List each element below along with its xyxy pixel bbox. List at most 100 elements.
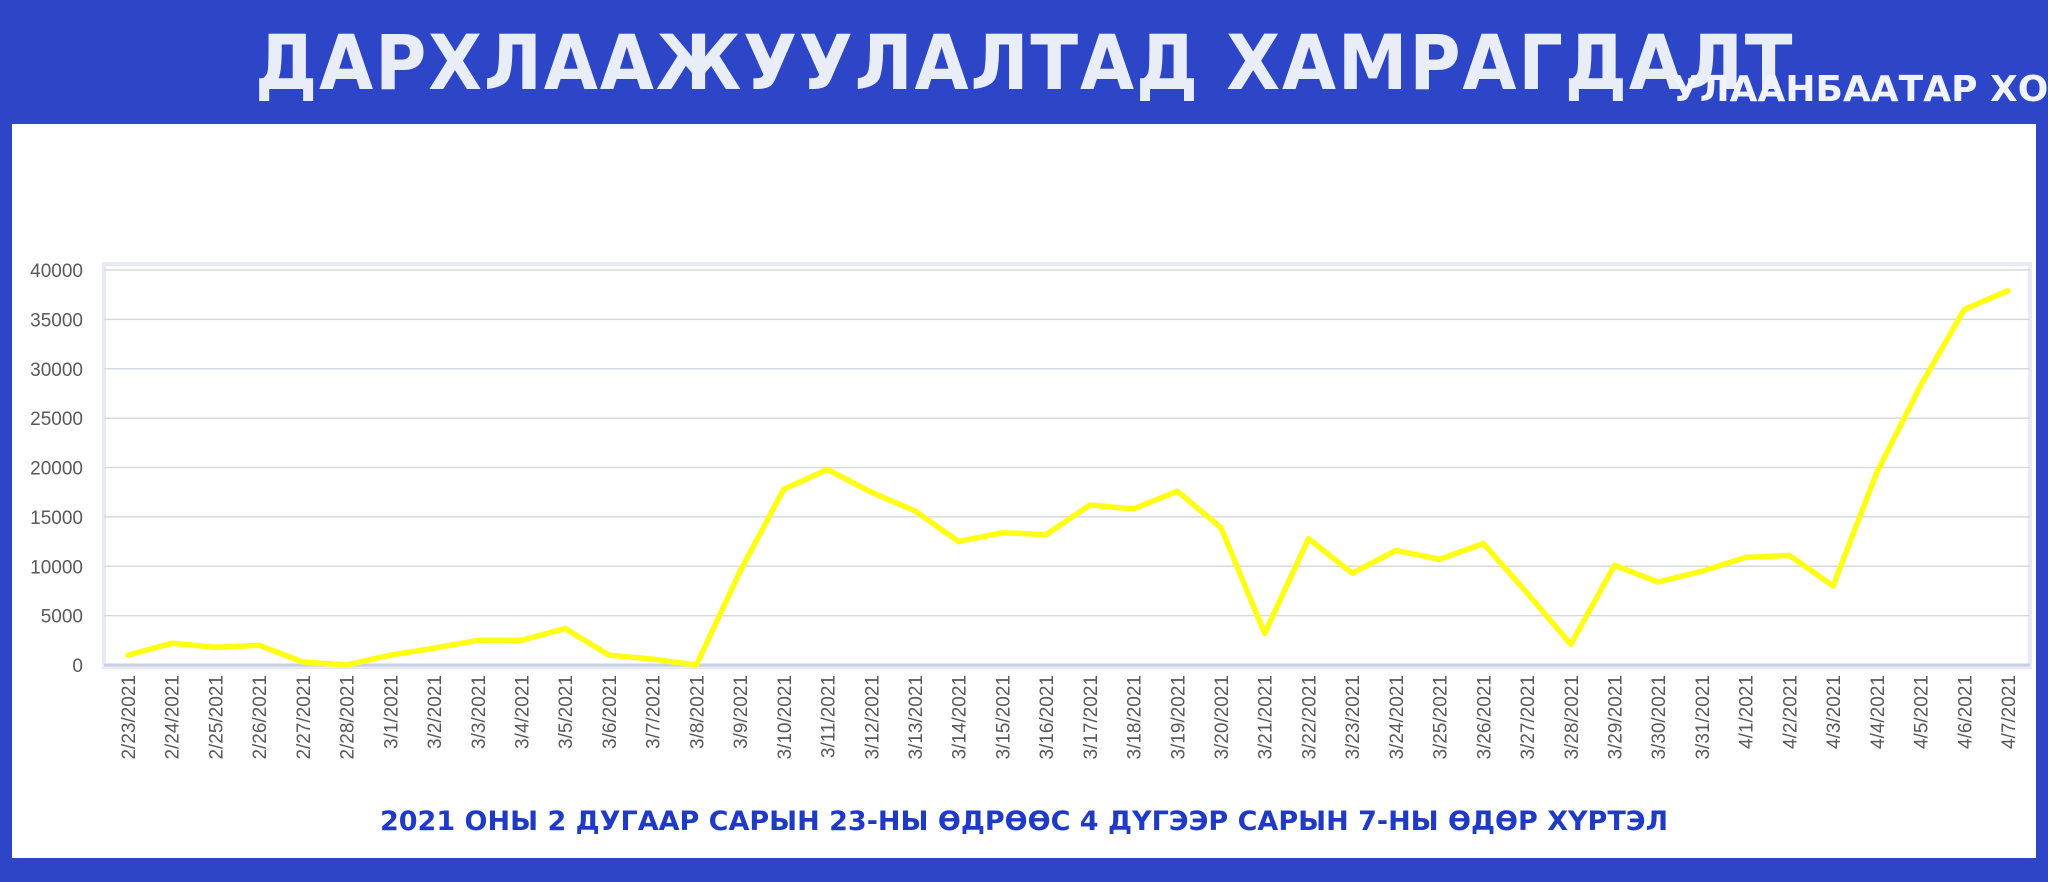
data-point: [300, 659, 306, 665]
x-tick-label: 4/4/2021: [1868, 675, 1889, 749]
data-point: [650, 656, 656, 662]
data-point: [1699, 568, 1705, 574]
data-point: [1568, 641, 1574, 647]
x-tick-label: 3/2/2021: [425, 675, 446, 749]
data-point: [125, 652, 131, 658]
data-point: [212, 644, 218, 650]
x-tick-label: 2/25/2021: [206, 675, 227, 760]
x-tick-label: 3/17/2021: [1081, 675, 1102, 760]
data-point: [956, 539, 962, 545]
data-point: [1655, 579, 1661, 585]
x-tick-label: 2/24/2021: [163, 675, 184, 760]
x-tick-label: 4/7/2021: [1999, 675, 2020, 749]
y-tick-label: 15000: [30, 508, 83, 529]
x-tick-label: 3/12/2021: [862, 675, 883, 760]
x-tick-label: 3/25/2021: [1431, 675, 1452, 760]
y-tick-label: 20000: [30, 459, 83, 480]
data-point: [1131, 506, 1137, 512]
data-point: [1874, 469, 1880, 475]
data-point: [387, 652, 393, 658]
x-tick-label: 4/5/2021: [1912, 675, 1933, 749]
x-tick-label: 3/13/2021: [906, 675, 927, 760]
data-point: [781, 486, 787, 492]
data-point: [518, 637, 525, 643]
plot-area-frame: [102, 262, 2032, 669]
x-tick-label: 3/23/2021: [1343, 675, 1364, 760]
data-point: [1830, 583, 1836, 589]
data-point: [431, 645, 437, 651]
x-tick-label: 3/30/2021: [1649, 675, 1670, 760]
x-tick-label: 4/2/2021: [1780, 675, 1801, 749]
y-tick-label: 10000: [30, 557, 83, 578]
data-point: [1524, 590, 1530, 596]
y-tick-label: 35000: [30, 310, 83, 331]
x-tick-label: 3/7/2021: [644, 675, 665, 749]
data-point: [693, 662, 700, 668]
data-point: [344, 662, 350, 668]
x-tick-label: 3/20/2021: [1212, 675, 1233, 760]
x-tick-label: 3/1/2021: [381, 675, 402, 749]
x-tick-label: 3/9/2021: [731, 675, 752, 749]
y-tick-label: 25000: [30, 409, 83, 430]
x-tick-label: 4/3/2021: [1824, 675, 1845, 749]
y-tick-label: 30000: [30, 360, 83, 381]
x-tick-label: 3/22/2021: [1299, 675, 1320, 760]
x-tick-label: 3/14/2021: [950, 675, 971, 760]
data-point: [1262, 630, 1268, 637]
data-point: [1786, 552, 1792, 559]
x-tick-label: 3/6/2021: [600, 675, 621, 749]
x-tick-label: 3/18/2021: [1125, 675, 1146, 760]
x-tick-label: 3/28/2021: [1562, 675, 1583, 760]
data-point: [256, 642, 262, 648]
y-tick-label: 5000: [41, 607, 83, 628]
data-point: [2005, 288, 2011, 294]
data-point: [1087, 502, 1093, 508]
x-tick-label: 3/8/2021: [687, 675, 708, 749]
y-tick-label: 40000: [30, 261, 83, 282]
data-point: [868, 489, 874, 495]
data-point: [1437, 556, 1443, 562]
page-subtitle: УЛААНБААТАР ХОТ: [1672, 69, 2048, 110]
data-point: [169, 640, 175, 646]
x-tick-label: 2/28/2021: [338, 675, 359, 760]
data-point: [606, 652, 612, 658]
x-tick-label: 2/27/2021: [294, 675, 315, 760]
data-point: [1174, 488, 1180, 494]
data-point: [912, 508, 918, 514]
data-point: [1918, 382, 1924, 389]
date-range-caption: 2021 ОНЫ 2 ДУГААР САРЫН 23-НЫ ӨДРӨӨС 4 Д…: [379, 806, 1669, 837]
data-point: [562, 625, 568, 632]
x-tick-label: 3/5/2021: [556, 675, 577, 749]
x-tick-label: 3/19/2021: [1168, 675, 1189, 760]
x-tick-label: 3/15/2021: [993, 675, 1014, 760]
data-point: [999, 530, 1006, 536]
data-point: [1043, 532, 1049, 538]
x-tick-label: 4/1/2021: [1737, 675, 1758, 749]
data-point: [824, 466, 831, 473]
data-point: [475, 637, 481, 643]
data-point: [1393, 547, 1399, 554]
data-point: [1480, 540, 1486, 547]
series-line: [125, 287, 2011, 668]
data-point: [737, 568, 743, 574]
x-tick-label: 3/10/2021: [775, 675, 796, 760]
x-tick-label: 3/21/2021: [1256, 675, 1277, 760]
data-point: [1611, 562, 1618, 568]
x-tick-label: 2/23/2021: [119, 675, 140, 760]
data-point: [1218, 525, 1224, 531]
data-point: [1305, 536, 1312, 542]
x-tick-label: 3/16/2021: [1037, 675, 1058, 760]
x-tick-label: 3/3/2021: [469, 675, 490, 749]
data-point: [1743, 554, 1749, 561]
x-tick-label: 3/29/2021: [1606, 675, 1627, 760]
data-point: [1961, 306, 1967, 313]
chart-panel: [12, 124, 2036, 858]
x-tick-label: 3/11/2021: [819, 675, 840, 758]
y-tick-label: 0: [72, 656, 83, 677]
x-tick-label: 3/24/2021: [1387, 675, 1408, 760]
x-tick-label: 3/31/2021: [1693, 675, 1714, 760]
x-tick-label: 3/4/2021: [512, 675, 533, 749]
data-point: [1349, 570, 1355, 576]
